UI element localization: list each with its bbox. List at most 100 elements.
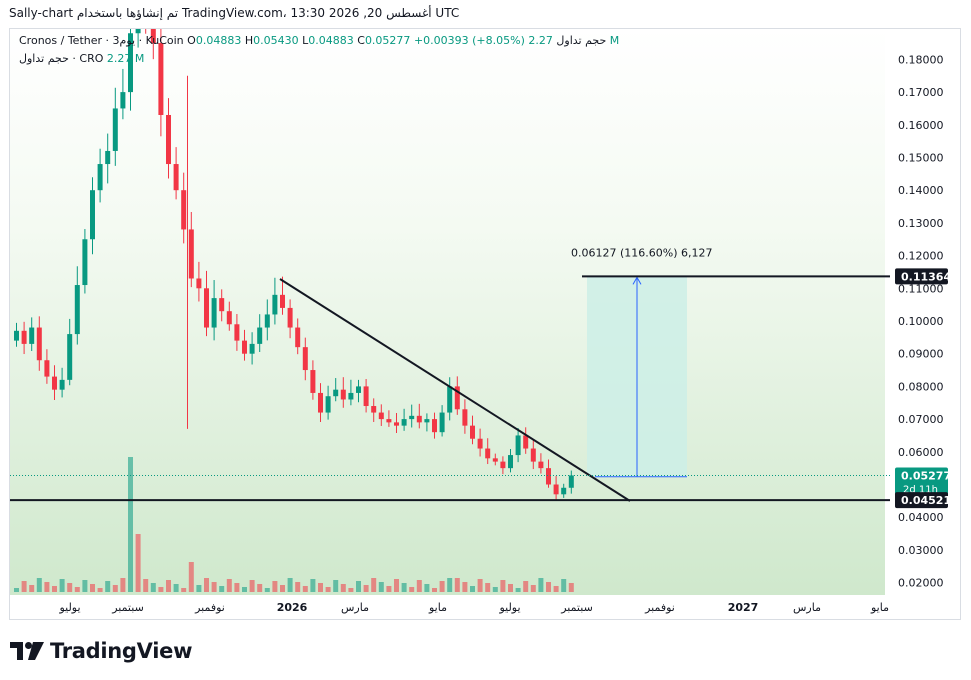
y-tick-label: 0.15000	[898, 152, 944, 165]
volume-bar	[515, 588, 521, 592]
volume-bar	[401, 583, 407, 592]
resistance-price-box	[895, 268, 948, 285]
candle-body	[234, 324, 240, 341]
x-tick-label: مارس	[341, 601, 369, 614]
volume-bar	[181, 588, 187, 592]
candle-body	[340, 389, 346, 400]
y-tick-label: 0.17000	[898, 86, 944, 99]
candle-body	[219, 298, 225, 312]
candle-body	[97, 164, 103, 191]
candle-body	[416, 415, 422, 423]
candle-body	[52, 376, 57, 390]
candle-body	[538, 461, 544, 469]
candles	[14, 29, 574, 500]
volume-bar	[97, 588, 103, 592]
candle-body	[82, 239, 88, 286]
legend-symbol[interactable]: Cronos / Tether · 3يوم · KuCoin	[19, 34, 184, 47]
legend-change: +0.00393 (+8.05%)	[413, 34, 525, 47]
volume-bar	[462, 582, 468, 592]
volume-bar	[120, 578, 126, 592]
measure-label: 0.06127 (116.60%) 6,127	[571, 246, 713, 259]
legend-volume-value: 2.27 M	[528, 34, 620, 47]
volume-bar	[14, 588, 19, 592]
x-tick-label: مايو	[870, 601, 889, 614]
y-tick-label: 0.11000	[898, 282, 944, 295]
legend-open-label: O	[187, 34, 196, 47]
legend-volume-series-label[interactable]: حجم تداول · CRO	[19, 52, 104, 65]
volume-bar	[67, 583, 73, 592]
volume-bar	[432, 588, 437, 592]
volume-bar	[538, 578, 544, 592]
volume-bar	[546, 582, 551, 592]
y-tick-label: 0.02000	[898, 577, 944, 590]
candle-body	[310, 370, 316, 393]
y-tick-label: 0.10000	[898, 315, 944, 328]
candle-body	[302, 347, 308, 371]
y-tick-label: 0.09000	[898, 348, 944, 361]
volume-bar	[257, 584, 263, 592]
candle-body	[568, 475, 574, 488]
volume-bar	[219, 586, 225, 592]
volume-bar	[492, 587, 498, 592]
volume-bar	[454, 578, 460, 592]
volume-bar	[409, 587, 415, 592]
volume-bar	[173, 584, 179, 592]
x-tick-label: مارس	[793, 601, 821, 614]
chart-frame[interactable]: 0.06127 (116.60%) 6,127 0.18000 0.17000 0.…	[9, 28, 961, 620]
volume-bar	[318, 583, 323, 592]
candle-body	[181, 190, 187, 230]
chart-background	[10, 29, 885, 595]
candle-body	[211, 298, 217, 328]
candle-body	[90, 190, 95, 240]
volume-bar	[242, 587, 247, 592]
legend-row-ohlc: Cronos / Tether · 3يوم · KuCoin O0.04883…	[19, 34, 619, 47]
volume-bar	[211, 582, 217, 592]
volume-bar	[508, 584, 513, 592]
volume-bar	[553, 586, 559, 592]
legend-volume-label: حجم تداول	[556, 34, 607, 47]
candle-body	[44, 360, 50, 377]
candle-body	[242, 340, 247, 354]
candle-body	[67, 334, 73, 380]
volume-bar	[295, 582, 301, 592]
volume-bar	[530, 585, 536, 592]
current-price-box	[895, 467, 948, 496]
candle-body	[14, 330, 19, 341]
volume-bar	[150, 583, 156, 592]
current-price-countdown: 2d 11h	[903, 484, 938, 495]
volume-bar	[52, 586, 57, 592]
volume-bar	[135, 534, 141, 592]
candle-body	[523, 435, 529, 449]
volume-bars	[14, 457, 574, 592]
y-tick-label: 0.18000	[898, 53, 944, 66]
volume-bar	[128, 457, 133, 592]
candle-body	[553, 484, 559, 495]
candle-body	[29, 327, 35, 344]
legend-volume-series-value: 2.27 M	[106, 52, 145, 65]
candle-body	[196, 278, 202, 289]
volume-bar	[82, 580, 88, 592]
volume-bar	[44, 582, 50, 592]
volume-bar	[59, 579, 65, 592]
volume-bar	[371, 578, 377, 592]
candle-body	[166, 114, 171, 165]
x-tick-label: نوفمبر	[644, 601, 675, 614]
legend-low-label: L	[302, 34, 309, 47]
y-tick-label: 0.07000	[898, 413, 944, 426]
legend-open-value: 0.04883	[195, 34, 242, 47]
y-tick-label: 0.08000	[898, 380, 944, 393]
volume-bar	[166, 580, 171, 592]
tradingview-footer: TradingView	[10, 637, 192, 665]
candle-body	[287, 307, 293, 328]
volume-bar	[143, 579, 149, 592]
candle-body	[295, 327, 301, 348]
candle-body	[173, 164, 179, 191]
candle-body	[158, 43, 164, 115]
y-tick-label: 0.04000	[898, 511, 944, 524]
volume-bar	[74, 587, 80, 592]
volume-bar	[523, 581, 529, 592]
candle-body	[378, 412, 384, 420]
candle-body	[280, 294, 285, 308]
candle-body	[135, 29, 141, 34]
price-chart[interactable]: 0.06127 (116.60%) 6,127 0.18000 0.17000 0.…	[10, 29, 961, 620]
